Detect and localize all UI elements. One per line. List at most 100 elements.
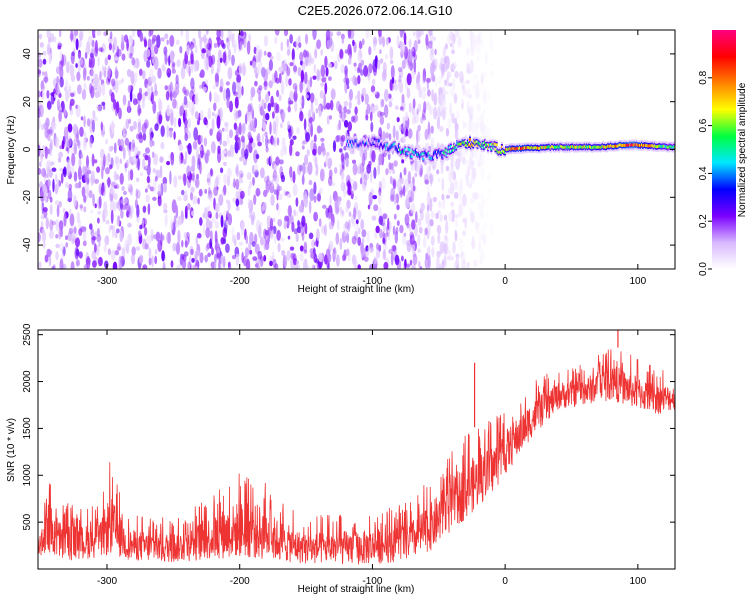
noise-point bbox=[68, 235, 72, 241]
noise-point bbox=[451, 170, 455, 180]
noise-point bbox=[67, 188, 73, 203]
noise-point bbox=[178, 152, 182, 166]
signal-core bbox=[563, 145, 566, 149]
noise-point bbox=[481, 248, 485, 260]
noise-point bbox=[222, 51, 227, 64]
noise-point bbox=[293, 64, 298, 75]
noise-point bbox=[82, 229, 87, 242]
noise-point bbox=[373, 256, 378, 265]
noise-point bbox=[299, 98, 303, 105]
noise-point bbox=[237, 109, 242, 118]
signal-core bbox=[427, 152, 430, 156]
noise-point bbox=[399, 224, 404, 234]
noise-point bbox=[98, 256, 103, 267]
noise-point bbox=[78, 58, 84, 66]
noise-point bbox=[357, 90, 361, 102]
noise-point bbox=[371, 150, 376, 163]
noise-point bbox=[318, 187, 323, 194]
noise-point bbox=[258, 224, 262, 239]
noise-point bbox=[128, 118, 132, 125]
noise-point bbox=[70, 261, 75, 269]
noise-point bbox=[114, 66, 118, 80]
signal-core bbox=[525, 146, 528, 150]
noise-point bbox=[235, 110, 241, 119]
noise-point bbox=[254, 169, 259, 178]
noise-point bbox=[346, 85, 350, 90]
noise-point bbox=[255, 135, 259, 142]
noise-point bbox=[449, 88, 455, 97]
noise-point bbox=[81, 89, 87, 100]
noise-point bbox=[419, 266, 423, 269]
noise-point bbox=[332, 140, 337, 153]
noise-point bbox=[59, 258, 64, 269]
noise-point bbox=[199, 161, 202, 175]
noise-point bbox=[235, 206, 240, 212]
noise-point bbox=[157, 198, 163, 207]
noise-point bbox=[209, 193, 213, 202]
noise-point bbox=[179, 105, 184, 116]
noise-point bbox=[351, 159, 357, 164]
noise-point bbox=[284, 145, 287, 155]
noise-point bbox=[113, 36, 117, 51]
noise-point bbox=[238, 63, 243, 75]
noise-point bbox=[360, 242, 364, 254]
signal-core bbox=[351, 144, 354, 148]
noise-point bbox=[255, 48, 259, 59]
noise-point bbox=[130, 253, 136, 265]
noise-point bbox=[477, 202, 482, 211]
noise-point bbox=[265, 135, 269, 148]
noise-point bbox=[275, 156, 280, 166]
noise-point bbox=[46, 90, 50, 99]
noise-point bbox=[180, 66, 186, 80]
noise-point bbox=[419, 167, 423, 178]
noise-point bbox=[265, 91, 270, 103]
snr-series bbox=[38, 330, 675, 565]
noise-point bbox=[350, 186, 355, 195]
noise-point bbox=[301, 145, 305, 150]
noise-point bbox=[74, 182, 80, 189]
noise-point bbox=[480, 73, 484, 85]
noise-point bbox=[300, 69, 305, 83]
noise-point bbox=[437, 210, 441, 215]
noise-point bbox=[114, 184, 118, 189]
noise-point bbox=[104, 208, 108, 218]
noise-point bbox=[210, 141, 216, 154]
noise-point bbox=[398, 74, 402, 83]
noise-point bbox=[213, 42, 218, 49]
noise-point bbox=[207, 210, 212, 218]
signal-core bbox=[629, 143, 632, 147]
noise-point bbox=[119, 172, 124, 185]
noise-point bbox=[137, 92, 143, 101]
y-tick-label: 1000 bbox=[22, 464, 33, 487]
noise-point bbox=[41, 71, 46, 76]
noise-point bbox=[231, 226, 235, 239]
noise-point bbox=[439, 93, 443, 107]
spectrogram-noise-field bbox=[38, 30, 494, 269]
noise-point bbox=[347, 43, 352, 57]
noise-point bbox=[408, 196, 413, 203]
noise-point bbox=[270, 95, 274, 108]
noise-point bbox=[160, 141, 165, 150]
signal-core bbox=[394, 146, 397, 150]
noise-point bbox=[167, 72, 171, 78]
noise-point bbox=[430, 211, 435, 219]
noise-point bbox=[114, 79, 119, 94]
noise-point bbox=[486, 92, 491, 101]
noise-point bbox=[42, 84, 46, 91]
noise-point bbox=[141, 158, 146, 170]
noise-point bbox=[183, 95, 188, 106]
noise-point bbox=[42, 50, 47, 56]
signal-core bbox=[439, 152, 442, 156]
noise-point bbox=[151, 151, 155, 158]
noise-point bbox=[476, 148, 481, 161]
noise-point bbox=[190, 186, 195, 193]
noise-point bbox=[394, 79, 397, 85]
noise-point bbox=[207, 107, 212, 120]
noise-point bbox=[209, 220, 213, 230]
noise-point bbox=[379, 228, 383, 239]
signal-core bbox=[483, 141, 486, 144]
noise-point bbox=[238, 179, 244, 184]
noise-point bbox=[367, 245, 371, 255]
noise-point bbox=[417, 234, 421, 247]
noise-point bbox=[391, 245, 397, 252]
